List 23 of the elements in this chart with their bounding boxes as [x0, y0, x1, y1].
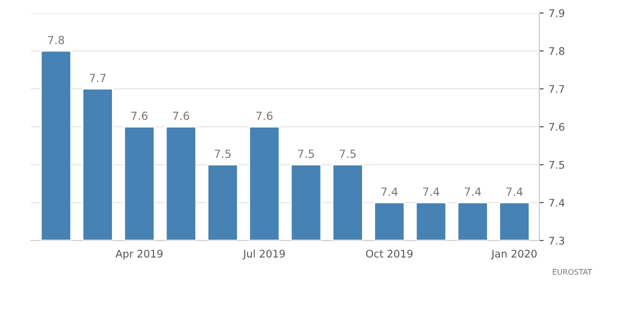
data-label: 7.8	[48, 36, 64, 44]
data-label: 7.5	[214, 150, 231, 158]
data-label: 7.4	[423, 188, 440, 196]
data-label: 7.4	[464, 188, 481, 196]
data-label: 7.5	[340, 150, 356, 158]
data-label: 7.4	[381, 188, 398, 196]
x-tick-label: Apr 2019	[116, 250, 163, 260]
x-tick-label: Jul 2019	[242, 250, 285, 260]
data-label: 7.6	[256, 112, 272, 120]
data-label: 7.6	[173, 112, 190, 120]
y-tick-label: 7.4	[549, 198, 564, 207]
x-tick-label: Jan 2020	[490, 250, 537, 260]
data-label: 7.5	[298, 150, 314, 158]
x-tick-label: Oct 2019	[366, 250, 413, 258]
y-tick-label: 7.6	[549, 122, 564, 131]
data-label: 7.4	[506, 188, 523, 196]
y-tick-label: 7.8	[549, 47, 564, 56]
y-tick-label: 7.5	[549, 161, 564, 169]
y-tick-label: 7.9	[549, 9, 564, 18]
y-tick-label: 7.3	[549, 236, 564, 245]
y-tick-label: 7.7	[549, 85, 564, 93]
data-label: 7.7	[90, 74, 106, 82]
data-label: 7.6	[131, 112, 148, 120]
